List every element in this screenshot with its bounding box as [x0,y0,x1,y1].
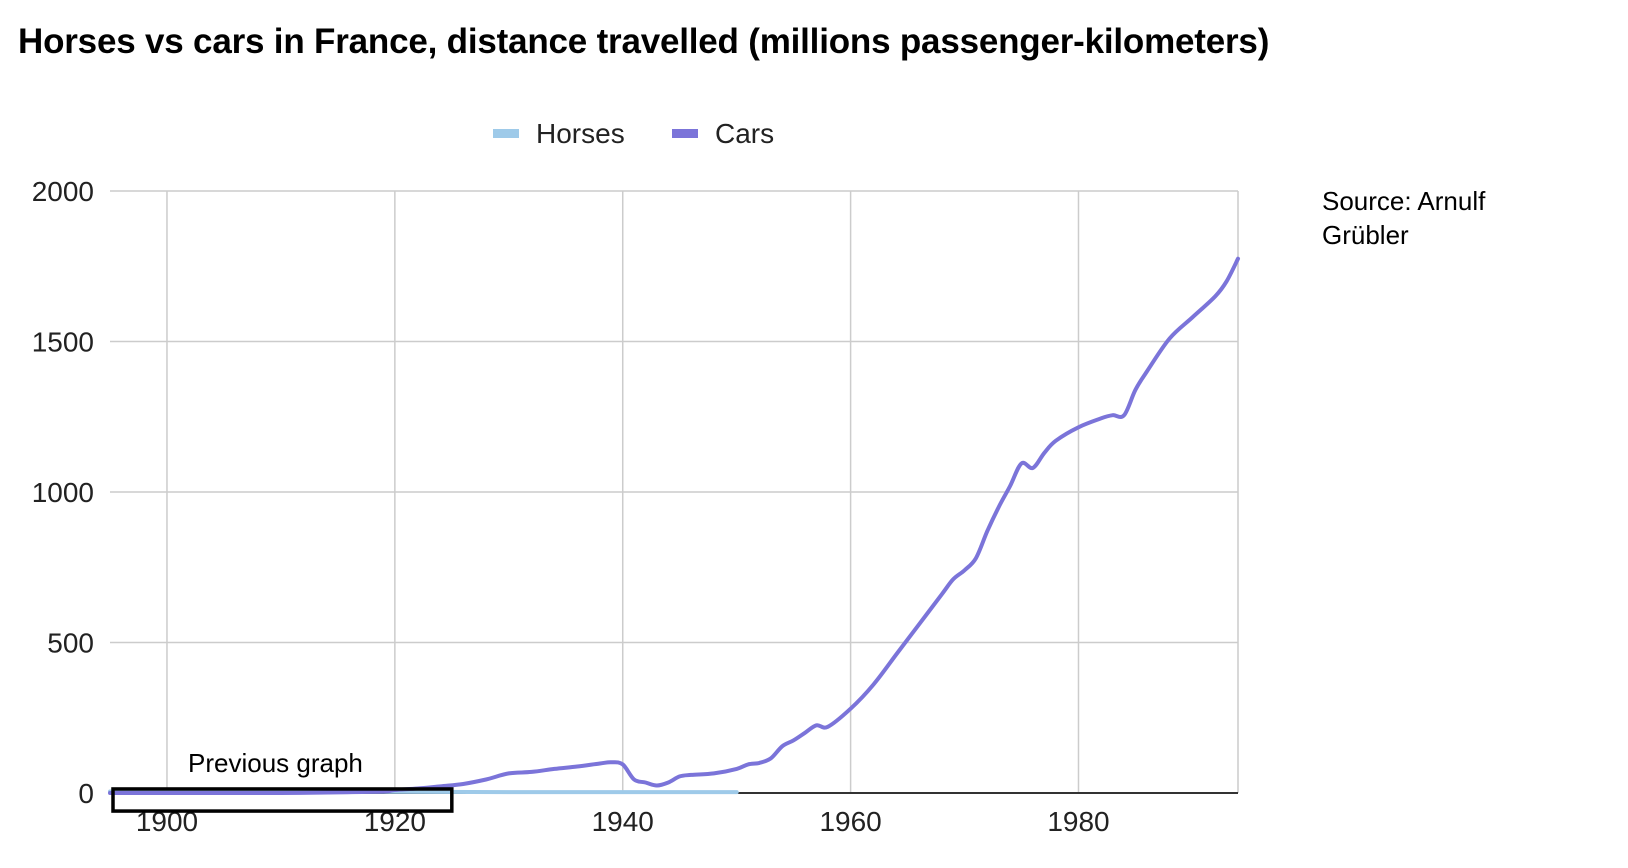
x-tick-label: 1980 [1047,806,1109,837]
annotations: Previous graph [111,748,454,813]
x-tick-label: 1960 [819,806,881,837]
legend-swatch-cars [672,129,698,138]
chart-title: Horses vs cars in France, distance trave… [18,22,1270,61]
grid-lines [110,190,1239,794]
previous-graph-box [111,787,454,813]
y-tick-label: 2000 [32,176,94,207]
y-tick-label: 1500 [32,327,94,358]
y-tick-label: 0 [78,778,94,809]
previous-graph-label: Previous graph [188,748,363,778]
legend-label-horses: Horses [536,118,625,149]
series-lines [108,256,1240,796]
source-note: Source: Arnulf Grübler [1322,186,1486,250]
legend-label-cars: Cars [715,118,774,149]
x-tick-label: 1940 [592,806,654,837]
y-tick-label: 500 [47,628,94,659]
y-tick-label: 1000 [32,477,94,508]
legend-swatch-horses [493,129,519,138]
legend: Horses Cars [493,118,774,149]
series-line-cars [108,256,1240,796]
